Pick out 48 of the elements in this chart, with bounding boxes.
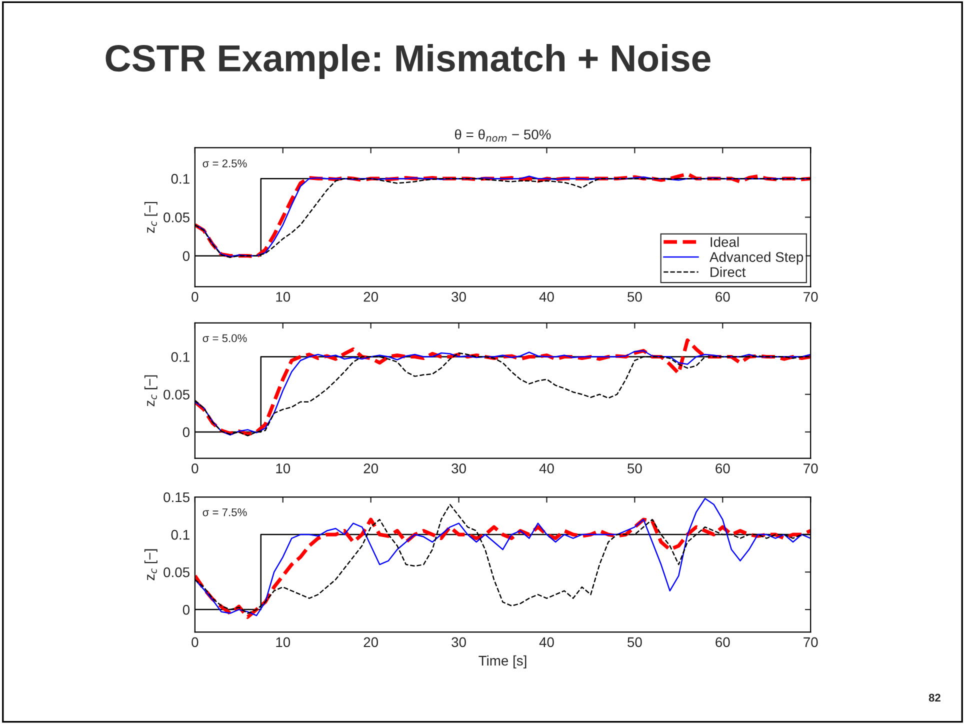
text: 82: [928, 694, 940, 702]
x-tick-label: 0: [192, 292, 198, 302]
annotation: σ = 2.5%: [202, 159, 247, 168]
y-tick-label: 0.05: [164, 390, 190, 400]
x-axis-title: Time [s]: [478, 655, 526, 668]
y-tick-label: 0: [182, 251, 190, 261]
y-axis-title: z$_{c}$ [−]: [144, 549, 158, 580]
y-tick-label: 0.05: [164, 567, 190, 578]
chart-title: CSTR Example: Mismatch + Noise: [106, 44, 710, 80]
y-tick-label: 0: [182, 427, 190, 438]
legend-label: Advanced Step: [709, 252, 804, 265]
x-tick-label: 60: [716, 637, 730, 648]
x-tick-label: 50: [628, 637, 642, 648]
x-tick-label: 40: [539, 292, 554, 302]
chart-subtitle: θ = θ$_{nom}$ − 50%: [454, 129, 551, 142]
x-tick-label: 60: [716, 464, 730, 474]
y-tick-label: 0.1: [171, 174, 190, 184]
x-tick-label: 40: [539, 637, 554, 648]
x-tick-label: 10: [276, 292, 290, 302]
y-tick-label: 0.05: [164, 212, 190, 222]
x-tick-label: 10: [276, 464, 290, 474]
x-tick-label: 60: [716, 292, 730, 302]
x-tick-label: 30: [452, 292, 466, 302]
x-tick-label: 50: [628, 292, 642, 302]
x-tick-label: 0: [192, 464, 198, 474]
x-tick-label: 10: [276, 637, 290, 648]
y-tick-label: 0.15: [164, 492, 190, 502]
annotation: σ = 7.5%: [202, 508, 247, 516]
x-tick-label: 20: [364, 464, 378, 474]
x-tick-label: 30: [452, 464, 466, 474]
x-tick-label: 30: [452, 637, 466, 648]
x-tick-label: 50: [628, 464, 642, 474]
x-tick-label: 70: [804, 637, 818, 648]
legend-label: Ideal: [710, 236, 739, 247]
y-axis-title: z$_{c}$ [−]: [144, 202, 158, 233]
x-tick-label: 20: [364, 637, 378, 648]
x-tick-label: 20: [364, 292, 378, 302]
y-axis-title: z$_{c}$ [−]: [144, 375, 158, 406]
x-tick-label: 70: [804, 292, 818, 302]
x-tick-label: 70: [804, 464, 818, 474]
legend-label: Direct: [710, 266, 746, 278]
annotation: σ = 5.0%: [202, 334, 247, 342]
x-tick-label: 40: [539, 464, 554, 474]
y-tick-label: 0.1: [171, 530, 190, 540]
line-series: [194, 518, 811, 619]
y-tick-label: 0.1: [171, 352, 190, 362]
y-tick-label: 0: [182, 604, 190, 615]
x-tick-label: 0: [192, 637, 198, 648]
